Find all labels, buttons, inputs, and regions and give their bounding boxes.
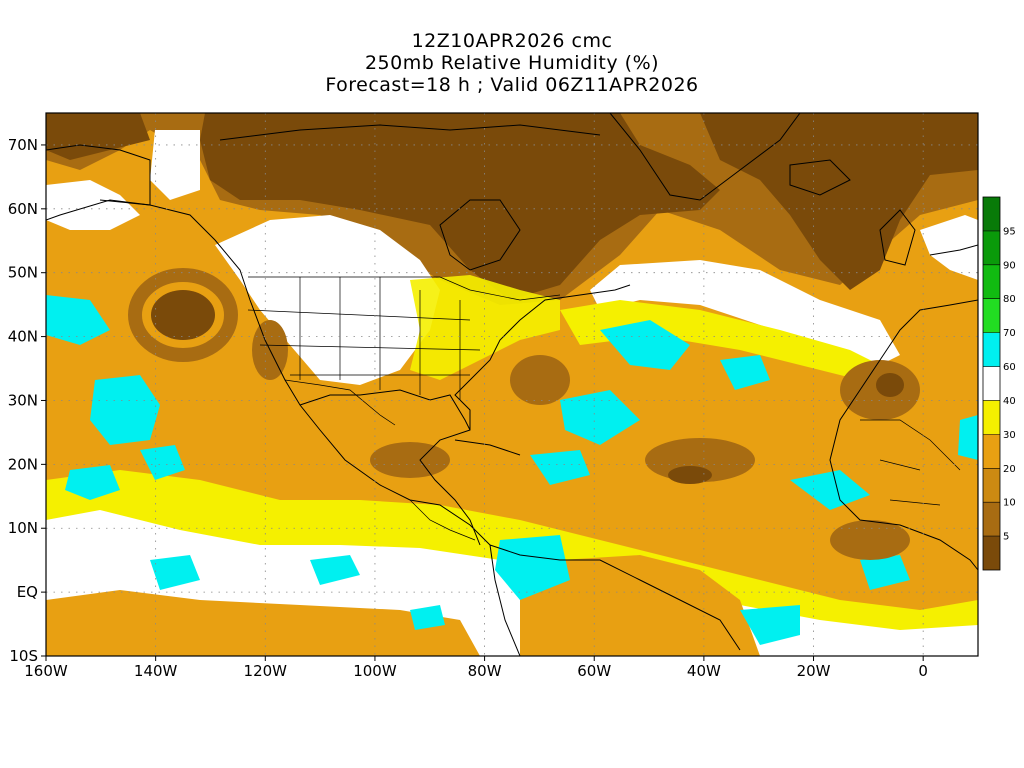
colorbar-label: 90	[1003, 260, 1016, 271]
lat-tick-label: 10N	[8, 519, 38, 537]
title-forecast-line: Forecast=18 h ; Valid 06Z11APR2026	[325, 74, 699, 96]
border-us-states-2	[247, 309, 481, 376]
coast-iceland	[789, 159, 851, 196]
lat-tick-label: 20N	[8, 455, 38, 473]
lat-tick-label: 10S	[9, 647, 38, 665]
coast-europe-africa	[829, 244, 978, 571]
rh-darkest-alaska	[46, 113, 150, 160]
border-central-america	[409, 499, 476, 541]
rh-cyan-patches	[46, 295, 978, 645]
lat-tick-label: 60N	[8, 200, 38, 218]
lon-tick-label: 20W	[797, 662, 831, 680]
coast-south-america	[489, 544, 741, 656]
coast-uk	[879, 209, 916, 266]
colorbar-swatch	[983, 332, 1000, 367]
political-borders	[247, 276, 961, 541]
rh-dry-pocket-pacific	[151, 290, 215, 340]
colorbar-frame	[982, 196, 1001, 571]
border-us-canada	[248, 276, 561, 301]
lat-tick-label: EQ	[17, 583, 38, 601]
lon-tick-label: 60W	[577, 662, 611, 680]
coast-gulf	[299, 389, 471, 431]
rh-darkest-greenland	[700, 113, 978, 290]
lon-tick-label: 120W	[244, 662, 288, 680]
lon-tick-label: 160W	[24, 662, 68, 680]
rh-darkest-north	[200, 113, 720, 300]
lon-tick-label: 140W	[134, 662, 178, 680]
colorbar-swatch	[983, 434, 1000, 469]
border-us-states-1	[299, 277, 461, 400]
rh-dry-pocket-pacific-ring	[128, 268, 238, 362]
colorbar-swatch	[983, 197, 1000, 231]
lat-tick-label: 50N	[8, 264, 38, 282]
coast-arctic	[219, 124, 601, 141]
colorbar-swatch	[983, 536, 1000, 570]
coast-greenland	[609, 113, 801, 201]
border-africa	[860, 419, 961, 506]
colorbar-label: 40	[1003, 396, 1016, 407]
lat-tick-label: 40N	[8, 328, 38, 346]
rh-moist-atlantic-swath	[590, 260, 900, 365]
colorbar-label: 80	[1003, 294, 1016, 305]
plot-frame	[45, 112, 979, 657]
humidity-field	[46, 113, 978, 656]
map-title: 12Z10APR2026 cmc 250mb Relative Humidity…	[0, 30, 1024, 96]
rh-driest-pockets	[668, 373, 904, 484]
colorbar-label: 95	[1003, 226, 1016, 237]
lon-tick-label: 0	[918, 662, 928, 680]
coast-hudson	[439, 199, 521, 271]
rh-yellow-atlantic-band	[560, 300, 890, 380]
colorbar-swatch	[983, 400, 1000, 435]
colorbar-label: 5	[1003, 532, 1009, 543]
rh-moist-yukon	[150, 130, 200, 200]
rh-moist-us-swath	[215, 215, 440, 385]
coast-alaska	[46, 144, 151, 221]
colorbar-label: 10	[1003, 498, 1016, 509]
lat-tick-label: 70N	[8, 136, 38, 154]
lon-tick-label: 40W	[687, 662, 721, 680]
colorbar-label: 30	[1003, 430, 1016, 441]
coast-north-america-east	[419, 284, 631, 546]
colorbar-swatch	[983, 366, 1000, 401]
lon-tick-label: 100W	[353, 662, 397, 680]
title-run-line: 12Z10APR2026 cmc	[411, 30, 613, 52]
colorbar-label: 20	[1003, 464, 1016, 475]
colorbar-swatch	[983, 468, 1000, 503]
rh-orange-south-america	[520, 555, 760, 656]
lat-tick-label: 30N	[8, 391, 38, 409]
colorbar-label: 70	[1003, 328, 1016, 339]
colorbar-swatch	[983, 502, 1000, 537]
border-us-mexico	[284, 379, 396, 426]
colorbar-swatch	[983, 264, 1000, 299]
colorbar-swatch	[983, 298, 1000, 333]
lon-tick-label: 80W	[468, 662, 502, 680]
coast-cuba	[454, 439, 521, 456]
title-variable-line: 250mb Relative Humidity (%)	[364, 52, 660, 74]
rh-moist-west-europe	[920, 215, 978, 280]
colorbar: 5 10 20 30 40 60 70 80 90 95	[982, 196, 1016, 571]
colorbar-swatch	[983, 230, 1000, 265]
rh-orange-south-pacific	[46, 590, 480, 656]
rh-yellow-great-lakes	[410, 275, 560, 380]
coast-north-america-west	[99, 199, 491, 546]
colorbar-label: 60	[1003, 362, 1016, 373]
coastlines	[46, 113, 978, 656]
gridlines	[46, 113, 978, 656]
